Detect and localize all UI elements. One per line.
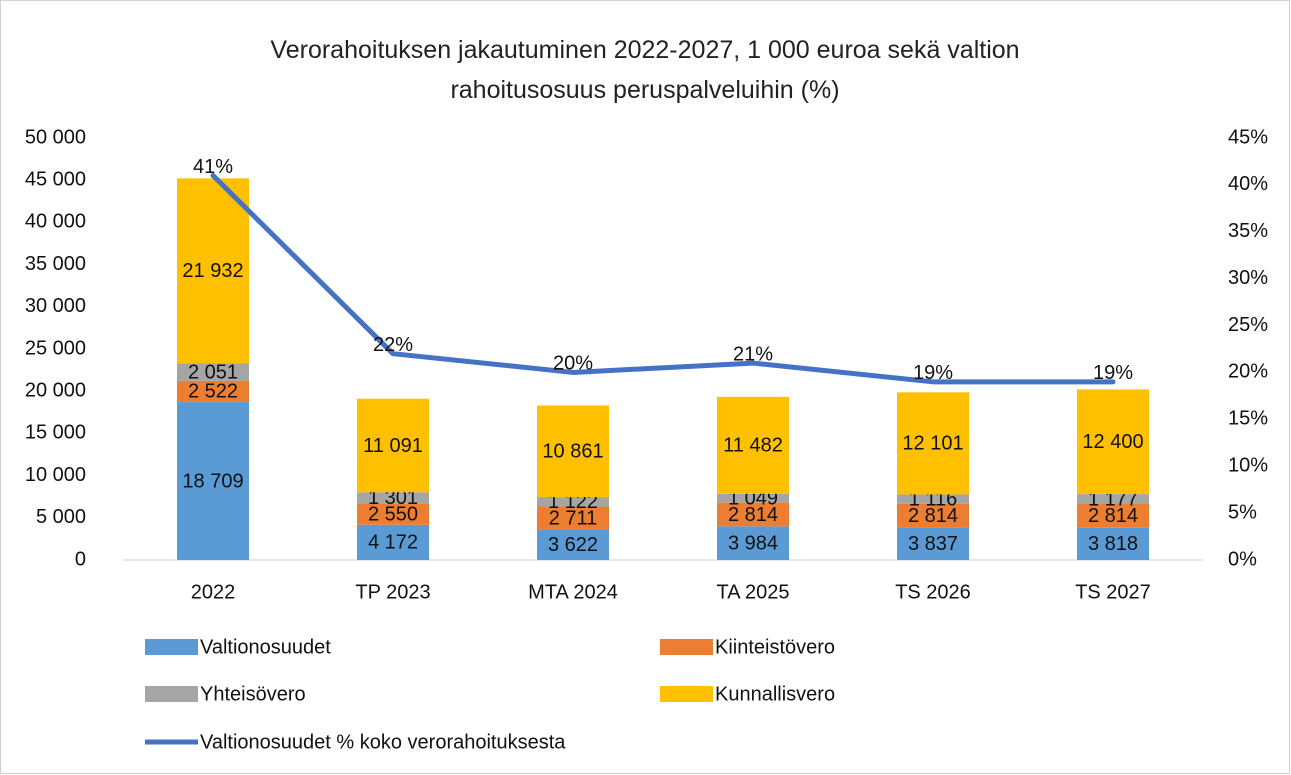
y2-tick-label: 45%	[1228, 126, 1268, 148]
line-data-label: 19%	[1093, 362, 1133, 384]
bar-segment	[537, 506, 609, 530]
y2-tick-label: 5%	[1228, 501, 1257, 523]
data-label: 3 818	[1088, 533, 1138, 555]
bar-segment	[177, 178, 249, 364]
y-tick-label: 50 000	[25, 126, 86, 148]
data-label: 3 984	[728, 532, 778, 554]
data-label: 11 482	[723, 435, 783, 457]
x-tick-label: TS 2026	[895, 581, 971, 603]
y-tick-label: 30 000	[25, 295, 86, 317]
y-tick-label: 35 000	[25, 253, 86, 275]
bar-segment	[537, 529, 609, 560]
bar-segment	[717, 396, 789, 494]
bar-segment	[177, 363, 249, 381]
line-data-label: 22%	[373, 334, 413, 356]
y2-tick-label: 40%	[1228, 173, 1268, 195]
legend-label: Kunnallisvero	[715, 683, 835, 705]
data-label: 11 091	[363, 435, 423, 457]
data-label: 12 400	[1082, 431, 1143, 453]
bar-segment	[1077, 389, 1149, 495]
bar-segment	[717, 526, 789, 560]
data-label: 21 932	[182, 260, 243, 282]
y2-tick-label: 0%	[1228, 548, 1257, 570]
bar-segment	[897, 494, 969, 504]
y-tick-label: 40 000	[25, 211, 86, 233]
line-data-label: 19%	[913, 362, 953, 384]
data-label: 2 522	[188, 381, 238, 403]
bar-segment	[1077, 527, 1149, 560]
y2-tick-label: 30%	[1228, 267, 1268, 289]
data-label: 12 101	[902, 433, 963, 455]
y-tick-label: 25 000	[25, 337, 86, 359]
x-tick-label: 2022	[191, 581, 236, 603]
bar-segment	[717, 502, 789, 527]
line-data-label: 21%	[733, 343, 773, 365]
data-label: 3 837	[908, 533, 958, 555]
bar-segment	[717, 493, 789, 503]
bar-segment	[537, 405, 609, 498]
y2-tick-label: 10%	[1228, 455, 1268, 477]
legend-label: Valtionosuudet	[200, 636, 331, 658]
y-tick-label: 10 000	[25, 464, 86, 486]
bar-segment	[357, 503, 429, 525]
bar-segment	[357, 524, 429, 560]
data-label: 2 814	[1088, 505, 1138, 527]
legend-swatch	[145, 686, 198, 702]
legend-swatch	[660, 686, 713, 702]
bar-segment	[897, 392, 969, 495]
y2-tick-label: 15%	[1228, 408, 1268, 430]
y2-tick-label: 25%	[1228, 314, 1268, 336]
y-tick-label: 5 000	[36, 506, 86, 528]
bar-segment	[177, 380, 249, 403]
bar-segment	[177, 402, 249, 560]
data-label: 2 550	[368, 503, 418, 525]
y2-tick-label: 20%	[1228, 361, 1268, 383]
y-tick-label: 45 000	[25, 168, 86, 190]
bar-segment	[897, 527, 969, 560]
bar-segment	[1077, 504, 1149, 528]
x-tick-label: TA 2025	[716, 581, 789, 603]
legend-swatch	[660, 639, 713, 655]
data-label: 2 814	[728, 504, 778, 526]
data-label: 1 301	[368, 487, 418, 509]
bar-segment	[897, 503, 969, 528]
line-data-label: 20%	[553, 353, 593, 375]
x-tick-label: TS 2027	[1075, 581, 1151, 603]
y-tick-label: 20 000	[25, 379, 86, 401]
bar-segment	[357, 398, 429, 493]
data-label: 2 814	[908, 505, 958, 527]
bar-segment	[1077, 494, 1149, 505]
x-tick-label: TP 2023	[355, 581, 430, 603]
bar-segment	[537, 497, 609, 507]
data-label: 2 711	[549, 507, 598, 529]
data-label: 4 172	[368, 532, 418, 554]
x-tick-label: MTA 2024	[528, 581, 618, 603]
chart-title: Verorahoituksen jakautuminen 2022-2027, …	[270, 36, 1020, 104]
data-label: 10 861	[542, 441, 603, 463]
y-tick-label: 15 000	[25, 422, 86, 444]
line-series	[210, 173, 1116, 385]
data-label: 18 709	[182, 470, 243, 492]
data-label: 2 051	[188, 361, 238, 383]
legend-label: Yhteisövero	[200, 683, 306, 705]
y2-tick-label: 35%	[1228, 220, 1268, 242]
y-tick-label: 0	[75, 548, 86, 570]
bar-segment	[357, 492, 429, 504]
legend-label: Kiinteistövero	[715, 636, 835, 658]
data-label: 3 622	[548, 534, 598, 556]
legend-swatch	[145, 639, 198, 655]
line-data-label: 41%	[193, 156, 233, 178]
legend-label: Valtionosuudet % koko verorahoituksesta	[200, 731, 566, 753]
